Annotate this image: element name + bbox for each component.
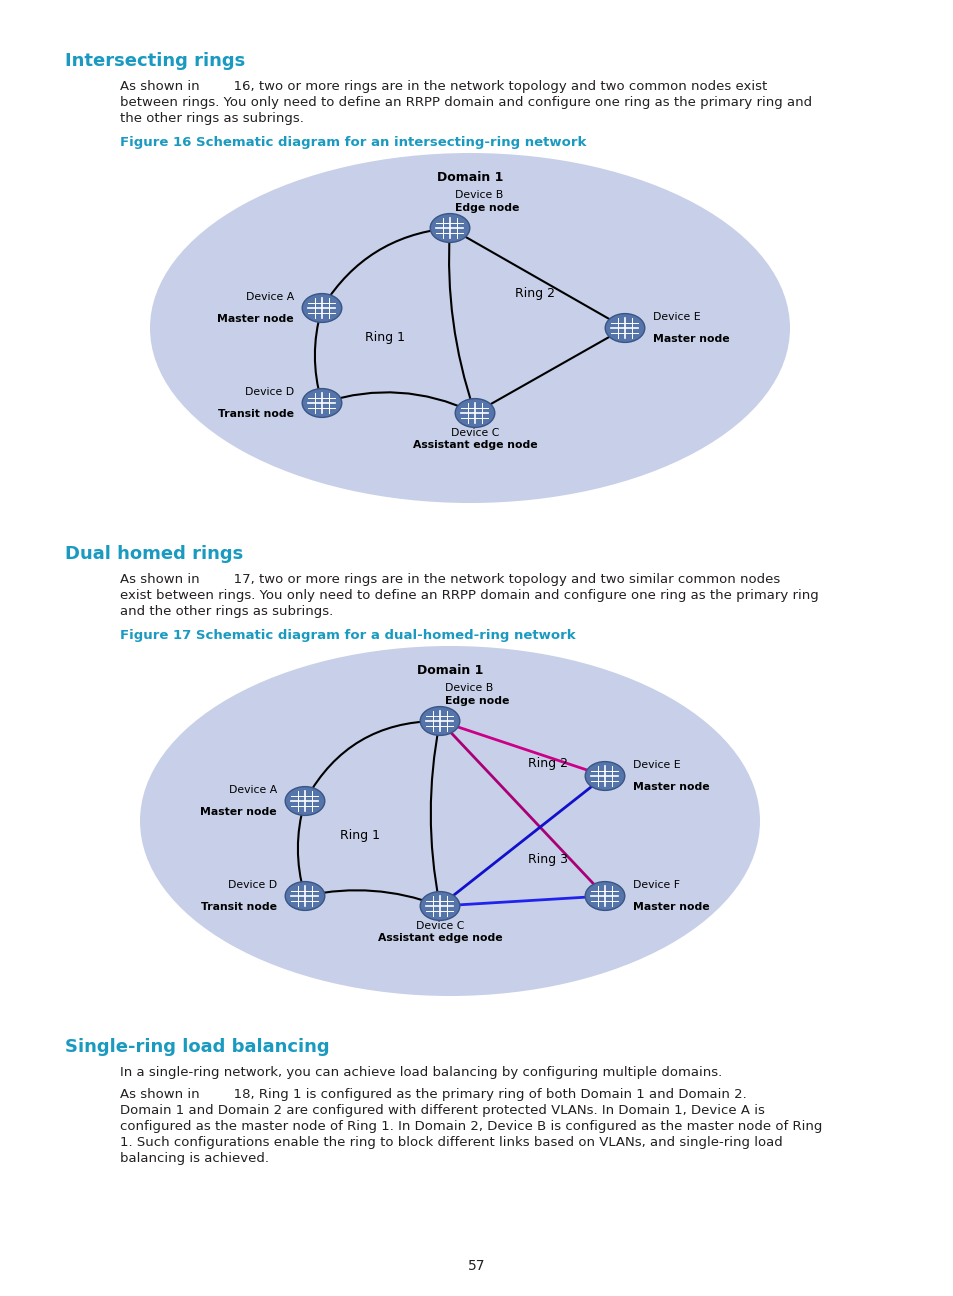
Text: Device B: Device B [444,683,493,693]
Text: Assistant edge node: Assistant edge node [413,441,537,450]
Text: Device A: Device A [246,292,294,302]
Text: Intersecting rings: Intersecting rings [65,52,245,70]
Text: Master node: Master node [652,334,729,343]
Ellipse shape [604,314,644,342]
Text: Ring 2: Ring 2 [515,286,555,299]
Text: Master node: Master node [633,902,709,912]
Text: Device D: Device D [245,388,294,397]
Text: Device C: Device C [451,428,498,438]
Text: As shown in        17, two or more rings are in the network topology and two sim: As shown in 17, two or more rings are in… [120,573,780,586]
Text: Single-ring load balancing: Single-ring load balancing [65,1038,330,1056]
Ellipse shape [302,389,341,417]
Text: As shown in        18, Ring 1 is configured as the primary ring of both Domain 1: As shown in 18, Ring 1 is configured as … [120,1089,746,1102]
Ellipse shape [419,706,459,735]
Text: Dual homed rings: Dual homed rings [65,546,243,562]
Text: Device B: Device B [455,191,503,200]
Text: 57: 57 [468,1258,485,1273]
Text: Assistant edge node: Assistant edge node [377,933,502,943]
Text: and the other rings as subrings.: and the other rings as subrings. [120,605,333,618]
Text: balancing is achieved.: balancing is achieved. [120,1152,269,1165]
Ellipse shape [455,399,495,428]
Text: Domain 1 and Domain 2 are configured with different protected VLANs. In Domain 1: Domain 1 and Domain 2 are configured wit… [120,1104,764,1117]
Ellipse shape [285,787,324,815]
Text: Device A: Device A [229,785,276,794]
Text: Ring 3: Ring 3 [527,853,567,866]
Text: Device E: Device E [633,759,679,770]
Text: Master node: Master node [217,314,294,324]
Ellipse shape [584,881,624,910]
Ellipse shape [285,881,324,910]
Text: Device D: Device D [228,880,276,890]
Text: between rings. You only need to define an RRPP domain and configure one ring as : between rings. You only need to define a… [120,96,811,109]
Text: Transit node: Transit node [218,410,294,419]
Text: configured as the master node of Ring 1. In Domain 2, Device B is configured as : configured as the master node of Ring 1.… [120,1120,821,1133]
Text: Ring 1: Ring 1 [365,332,405,345]
Text: Device C: Device C [416,921,464,931]
Text: Device E: Device E [652,312,700,321]
Text: Edge node: Edge node [455,203,518,213]
Ellipse shape [140,645,760,997]
Text: Ring 2: Ring 2 [527,757,567,770]
Text: Figure 17 Schematic diagram for a dual-homed-ring network: Figure 17 Schematic diagram for a dual-h… [120,629,575,642]
Text: Master node: Master node [633,781,709,792]
Ellipse shape [150,153,789,503]
Text: Master node: Master node [200,807,276,816]
Text: Edge node: Edge node [444,696,509,706]
Text: Device F: Device F [633,880,679,890]
Text: Transit node: Transit node [201,902,276,912]
Ellipse shape [302,294,341,323]
Text: In a single-ring network, you can achieve load balancing by configuring multiple: In a single-ring network, you can achiev… [120,1067,721,1080]
Text: Domain 1: Domain 1 [416,664,482,677]
Text: Domain 1: Domain 1 [436,171,502,184]
Text: Figure 16 Schematic diagram for an intersecting-ring network: Figure 16 Schematic diagram for an inter… [120,136,586,149]
Text: 1. Such configurations enable the ring to block different links based on VLANs, : 1. Such configurations enable the ring t… [120,1137,781,1150]
Ellipse shape [430,214,469,242]
Text: exist between rings. You only need to define an RRPP domain and configure one ri: exist between rings. You only need to de… [120,588,818,603]
Ellipse shape [584,762,624,791]
Ellipse shape [419,892,459,920]
Text: As shown in        16, two or more rings are in the network topology and two com: As shown in 16, two or more rings are in… [120,80,766,93]
Text: Ring 1: Ring 1 [339,829,379,842]
Text: the other rings as subrings.: the other rings as subrings. [120,111,304,124]
